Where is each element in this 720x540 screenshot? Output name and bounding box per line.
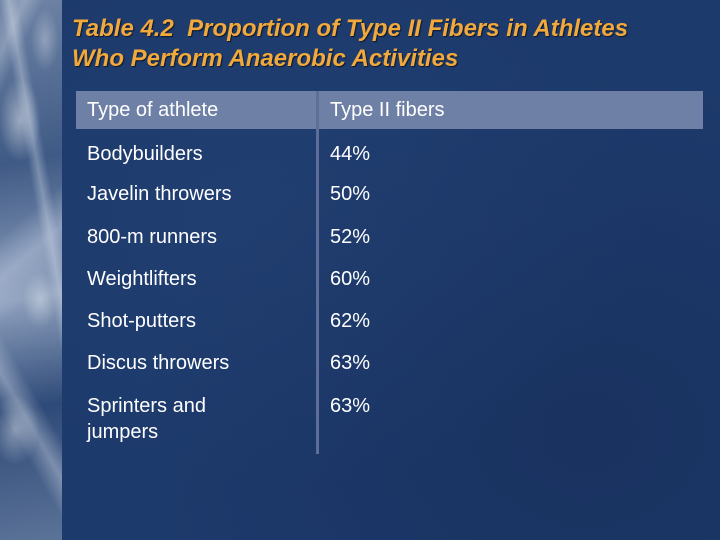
table-cell-athlete: Shot-putters	[87, 310, 196, 332]
table-column-divider	[316, 91, 319, 454]
slide-title-line-1: Table 4.2 Proportion of Type II Fibers i…	[72, 15, 629, 42]
table-cell-athlete: Bodybuilders	[87, 143, 203, 165]
column-header-athlete: Type of athlete	[87, 99, 219, 121]
table-cell-fibers: 52%	[330, 226, 371, 248]
table-cell-athlete: Discus throwers	[87, 352, 230, 374]
table-cell-fibers: 63%	[330, 395, 371, 417]
table-cell-fibers: 60%	[330, 268, 371, 290]
table-cell-fibers: 62%	[330, 310, 371, 332]
marble-texture-strip	[0, 0, 62, 540]
column-header-fibers: Type II fibers	[330, 99, 445, 121]
table-cell-athlete: 800-m runners	[87, 226, 218, 248]
slide-background	[62, 0, 720, 540]
slide-title: Table 4.2 Proportion of Type II Fibers i…	[72, 14, 712, 74]
table-header-bar	[76, 91, 703, 129]
table-cell-fibers: 50%	[330, 183, 371, 205]
table-cell-fibers: 63%	[330, 352, 371, 374]
table-cell-fibers: 44%	[330, 143, 371, 165]
table-cell-athlete: Weightlifters	[87, 268, 197, 290]
table-cell-athlete: Sprinters and jumpers	[87, 395, 206, 443]
table-cell-athlete: Javelin throwers	[87, 183, 232, 205]
slide-title-line-2: Who Perform Anaerobic Activities	[72, 45, 459, 72]
